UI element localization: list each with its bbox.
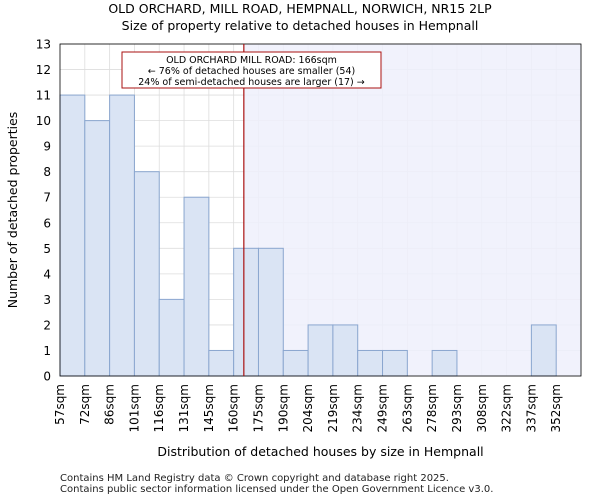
x-axis-title: Distribution of detached houses by size … [157,444,483,459]
y-tick-1: 1 [43,344,51,358]
x-tick-322sqm: 322sqm [500,384,514,432]
highlight-region [243,44,582,376]
bar-116sqm [158,298,185,377]
x-tick-145sqm: 145sqm [202,384,216,432]
footer-copyright: Contains HM Land Registry data © Crown c… [60,473,449,484]
y-tick-4: 4 [43,267,51,281]
annotation-frame [121,51,382,89]
bar-72sqm [84,120,111,377]
y-axis-title: Number of detached properties [5,112,20,309]
bar-86sqm [109,94,135,377]
annotation-box: OLD ORCHARD MILL ROAD: 166sqm ← 76% of d… [121,51,382,89]
bar-145sqm [208,349,235,377]
bar-160sqm [233,247,259,377]
chart-title: OLD ORCHARD, MILL ROAD, HEMPNALL, NORWIC… [108,1,492,16]
x-tick-72sqm: 72sqm [78,384,92,425]
annotation-line-1: OLD ORCHARD MILL ROAD: 166sqm [166,55,337,66]
bar-204sqm [307,324,334,377]
x-tick-175sqm: 175sqm [251,384,265,432]
bar-219sqm [332,324,359,377]
y-tick-12: 12 [36,63,51,77]
x-tick-86sqm: 86sqm [103,384,117,425]
y-tick-6: 6 [43,216,51,230]
bar-190sqm [282,349,309,377]
x-tick-101sqm: 101sqm [127,384,141,432]
x-tick-160sqm: 160sqm [227,384,241,432]
y-tick-11: 11 [36,89,51,103]
y-tick-5: 5 [43,242,51,256]
x-tick-204sqm: 204sqm [301,384,315,432]
annotation-line-2: ← 76% of detached houses are smaller (54… [148,66,355,77]
bar-278sqm [431,349,458,377]
y-tick-10: 10 [36,114,51,128]
y-tick-9: 9 [43,140,51,154]
y-tick-3: 3 [43,293,51,307]
y-tick-0: 0 [43,370,51,384]
plot-frame [59,43,582,377]
y-tick-13: 13 [36,38,51,52]
y-tick-2: 2 [43,318,51,332]
bar-131sqm [183,196,210,377]
bar-57sqm [59,94,86,377]
x-tick-234sqm: 234sqm [351,384,365,432]
bar-234sqm [357,349,384,377]
x-tick-308sqm: 308sqm [475,384,489,432]
x-tick-131sqm: 131sqm [177,384,191,432]
bar-249sqm [382,349,408,377]
x-tick-278sqm: 278sqm [425,384,439,432]
bar-101sqm [133,171,160,377]
y-tick-7: 7 [43,191,51,205]
x-tick-190sqm: 190sqm [276,384,290,432]
y-tick-8: 8 [43,165,51,179]
x-tick-263sqm: 263sqm [400,384,414,432]
x-tick-57sqm: 57sqm [53,384,67,425]
bars-layer [59,94,557,377]
annotation-line-3: 24% of semi-detached houses are larger (… [138,77,365,88]
x-tick-293sqm: 293sqm [450,384,464,432]
x-tick-116sqm: 116sqm [152,384,166,432]
bar-175sqm [257,247,284,377]
x-tick-352sqm: 352sqm [549,384,563,432]
chart-subtitle: Size of property relative to detached ho… [121,18,479,33]
x-tick-labels: 57sqm 72sqm 86sqm 101sqm 116sqm 131sqm 145sqm 1… [53,384,563,432]
bar-337sqm [530,324,557,377]
x-tick-249sqm: 249sqm [376,384,390,432]
x-tick-337sqm: 337sqm [524,384,538,432]
x-tick-219sqm: 219sqm [326,384,340,432]
footer-licence: Contains public sector information licen… [60,484,494,495]
